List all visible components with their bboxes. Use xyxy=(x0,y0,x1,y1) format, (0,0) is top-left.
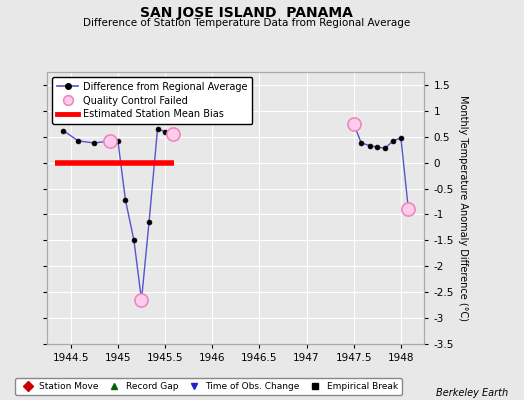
Point xyxy=(168,131,177,137)
Point xyxy=(106,138,115,144)
Y-axis label: Monthly Temperature Anomaly Difference (°C): Monthly Temperature Anomaly Difference (… xyxy=(458,95,468,321)
Text: Difference of Station Temperature Data from Regional Average: Difference of Station Temperature Data f… xyxy=(83,18,410,28)
Point xyxy=(350,121,358,127)
Legend: Station Move, Record Gap, Time of Obs. Change, Empirical Break: Station Move, Record Gap, Time of Obs. C… xyxy=(15,378,402,395)
Text: SAN JOSE ISLAND  PANAMA: SAN JOSE ISLAND PANAMA xyxy=(140,6,353,20)
Legend: Difference from Regional Average, Quality Control Failed, Estimated Station Mean: Difference from Regional Average, Qualit… xyxy=(52,77,253,124)
Text: Berkeley Earth: Berkeley Earth xyxy=(436,388,508,398)
Point xyxy=(404,206,412,212)
Point xyxy=(137,297,146,303)
